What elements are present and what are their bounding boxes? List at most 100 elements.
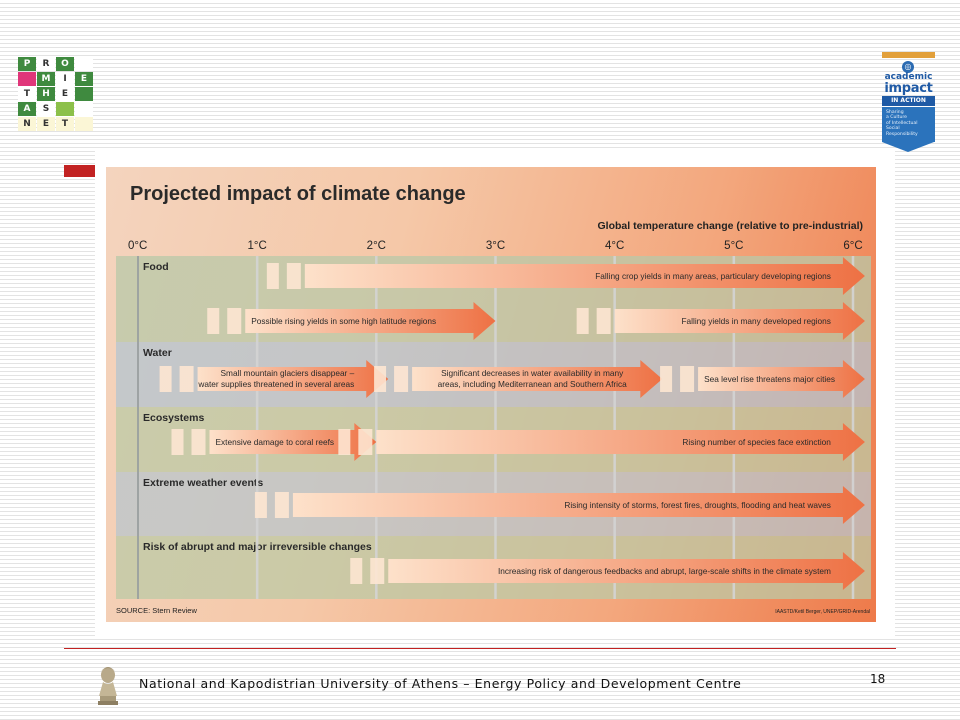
- badge-tagline-line: of Intellectual: [886, 120, 918, 126]
- arrow-shape: [292, 486, 865, 524]
- climate-impact-svg: Food Water Ecosystems Extreme weather event…: [116, 183, 871, 615]
- impact-arrow: Possible rising yields in some high lati…: [207, 302, 496, 340]
- arrow-shape: [245, 302, 496, 340]
- impact-arrow: Extensive damage to coral reefs: [171, 423, 377, 461]
- arrow-shape: [614, 302, 865, 340]
- bust-statue-icon: [98, 667, 118, 705]
- arrow-label: Rising intensity of storms, forest fires…: [564, 500, 831, 510]
- badge-tagline: Sharing a Culture of Intellectual Social…: [882, 107, 935, 142]
- arrow-lead-block: [286, 263, 301, 289]
- logo-cell: I: [56, 72, 74, 86]
- impact-arrow: Increasing risk of dangerous feedbacks a…: [350, 552, 865, 590]
- logo-cell: [75, 87, 93, 101]
- impact-arrow: Sea level rise threatens major cities: [660, 360, 865, 398]
- logo-cell: T: [56, 117, 74, 131]
- logo-cell: [18, 72, 36, 86]
- arrow-shape: [197, 360, 389, 398]
- arrow-lead-block: [358, 429, 373, 455]
- axis-title: Global temperature change (relative to p…: [598, 220, 863, 232]
- badge-pennant-tip: [882, 142, 934, 152]
- logo-cell: E: [75, 72, 93, 86]
- band-label: Food: [143, 261, 169, 273]
- badge-tagline-line: Responsibility: [886, 131, 918, 137]
- badge-word-academic: academic: [884, 72, 933, 82]
- academic-impact-badge: ◎ academic impact IN ACTION Sharing a Cu…: [882, 52, 935, 152]
- arrow-label: Increasing risk of dangerous feedbacks a…: [498, 566, 831, 576]
- arrow-lead-block: [191, 429, 206, 455]
- arrow-lead-block: [596, 308, 611, 334]
- arrow-lead-block: [370, 558, 385, 584]
- logo-cell: O: [56, 57, 74, 71]
- climate-impact-figure: Food Water Ecosystems Extreme weather event…: [106, 167, 876, 622]
- logo-cell: M: [37, 72, 55, 86]
- arrow-shape: [388, 552, 865, 590]
- impact-arrow: Rising number of species face extinction: [338, 423, 865, 461]
- arrow-lead-block: [266, 263, 279, 289]
- logo-cell: E: [56, 87, 74, 101]
- impact-arrow: Significant decreases in water availabil…: [374, 360, 663, 398]
- tick-label: 5°C: [724, 240, 743, 252]
- arrow-shape: [304, 257, 865, 295]
- footer-divider: [64, 648, 896, 649]
- tick-label: 1°C: [248, 240, 267, 252]
- logo-cell: T: [18, 87, 36, 101]
- logo-cell: R: [37, 57, 55, 71]
- arrow-label: Extensive damage to coral reefs: [216, 437, 335, 447]
- logo-cell: A: [18, 102, 36, 116]
- impact-arrow: Falling yields in many developed regions: [576, 302, 865, 340]
- arrow-lead-block: [274, 492, 289, 518]
- arrow-lead-block: [159, 366, 172, 392]
- arrow-label: Small mountain glaciers disappear –: [221, 368, 355, 378]
- un-emblem-icon: ◎: [902, 61, 914, 73]
- credit-note: IAASTD/Ketil Berger, UNEP/GRID-Arendal: [775, 609, 870, 615]
- impact-arrow: Small mountain glaciers disappear –water…: [159, 360, 389, 398]
- tick-label: 4°C: [605, 240, 624, 252]
- arrow-lead-block: [338, 429, 351, 455]
- page-number: 18: [870, 672, 886, 686]
- tick-label: 2°C: [367, 240, 386, 252]
- arrow-lead-block: [179, 366, 194, 392]
- arrow-label: Rising number of species face extinction: [682, 437, 831, 447]
- arrow-lead-block: [254, 492, 267, 518]
- band-label: Water: [143, 347, 172, 359]
- logo-cell: N: [18, 117, 36, 131]
- arrow-shape: [412, 360, 663, 398]
- badge-tagline-line: a Culture: [886, 115, 907, 121]
- arrow-label: Possible rising yields in some high lati…: [251, 316, 436, 326]
- arrow-label: Sea level rise threatens major cities: [704, 374, 835, 384]
- arrow-shape: [698, 360, 865, 398]
- arrow-shape: [376, 423, 865, 461]
- badge-tagline-line: Social: [886, 126, 900, 132]
- impact-arrow: Falling crop yields in many areas, parti…: [266, 257, 865, 295]
- arrow-lead-block: [350, 558, 363, 584]
- arrow-lead-block: [207, 308, 220, 334]
- band-label: Ecosystems: [143, 412, 204, 424]
- logo-cell: [75, 117, 93, 131]
- arrow-label: Falling crop yields in many areas, parti…: [595, 271, 831, 281]
- logo-cell: S: [37, 102, 55, 116]
- logo-cell: P: [18, 57, 36, 71]
- tick-label: 6°C: [843, 240, 862, 252]
- arrow-lead-block: [374, 366, 387, 392]
- badge-tagline-line: Sharing: [886, 110, 904, 115]
- arrow-label: areas, including Mediterranean and South…: [438, 379, 627, 389]
- arrow-label: Significant decreases in water availabil…: [441, 368, 624, 378]
- badge-top-bar: [882, 52, 935, 58]
- tick-label: 0°C: [128, 240, 147, 252]
- source-note: SOURCE: Stern Review: [116, 606, 197, 615]
- badge-in-action: IN ACTION: [882, 96, 935, 106]
- logo-cell: [75, 102, 93, 116]
- logo-cell: E: [37, 117, 55, 131]
- arrow-lead-block: [576, 308, 589, 334]
- logo-cell: [75, 57, 93, 71]
- arrow-label: water supplies threatened in several are…: [197, 379, 354, 389]
- arrow-lead-block: [660, 366, 673, 392]
- arrow-lead-block: [227, 308, 242, 334]
- arrow-label: Falling yields in many developed regions: [681, 316, 830, 326]
- footer-institution: National and Kapodistrian University of …: [139, 676, 742, 691]
- tick-label: 3°C: [486, 240, 505, 252]
- logo-cell: [56, 102, 74, 116]
- impact-arrow: Rising intensity of storms, forest fires…: [254, 486, 865, 524]
- badge-word-impact: impact: [884, 81, 933, 96]
